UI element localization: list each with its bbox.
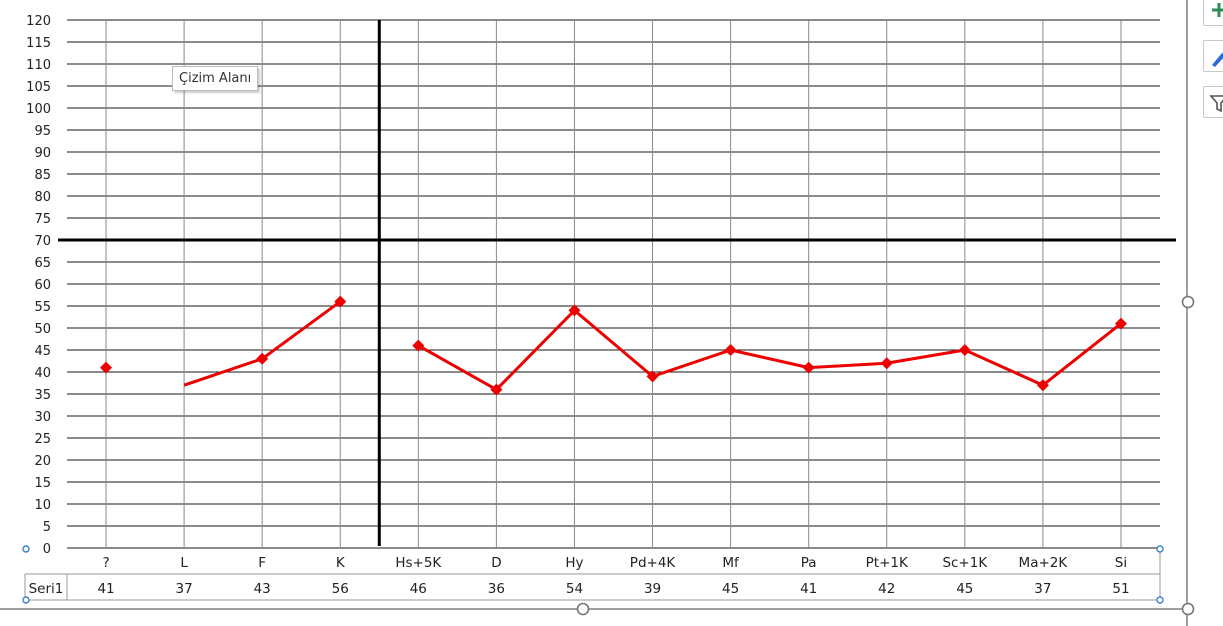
data-point-marker <box>1036 379 1049 392</box>
plot-handle-bottom-right <box>1156 545 1164 553</box>
plus-icon <box>1212 3 1223 17</box>
chart-frame <box>0 0 1195 626</box>
resize-handle-corner <box>1181 602 1195 616</box>
x-tick-label: Pd+4K <box>630 555 677 571</box>
y-tick-label: 75 <box>34 212 51 227</box>
data-point-marker <box>724 344 737 356</box>
x-tick-label: K <box>336 555 346 571</box>
x-tick-label: Pt+1K <box>866 555 909 571</box>
y-tick-label: 10 <box>34 498 51 513</box>
reference-lines <box>58 20 1176 546</box>
data-point-marker <box>412 339 425 352</box>
x-tick-label: D <box>491 555 501 571</box>
filter-icon <box>1209 95 1223 113</box>
table-value-cell: 41 <box>800 581 817 597</box>
y-tick-label: 60 <box>34 278 51 293</box>
data-point-marker <box>646 370 659 383</box>
y-tick-label: 30 <box>34 410 51 425</box>
table-handle-left <box>22 596 30 604</box>
y-tick-label: 105 <box>26 80 51 95</box>
x-tick-label: ? <box>102 555 109 571</box>
y-tick-label: 40 <box>34 366 51 381</box>
y-tick-label: 55 <box>34 300 51 315</box>
data-point-marker <box>100 361 113 374</box>
y-tick-label: 35 <box>34 388 51 403</box>
y-tick-label: 115 <box>26 36 51 51</box>
tooltip-plot-area: Çizim Alanı <box>172 66 259 91</box>
data-point-marker <box>568 304 581 317</box>
y-tick-label: 95 <box>34 124 51 139</box>
table-value-cell: 36 <box>488 581 505 597</box>
y-tick-label: 80 <box>34 190 51 205</box>
data-point-marker <box>958 344 971 356</box>
data-point-marker <box>880 357 893 370</box>
resize-handle-bottom <box>576 602 590 616</box>
data-point-marker <box>334 295 347 308</box>
table-value-cell: 43 <box>254 581 271 597</box>
table-handle-right <box>1156 596 1164 604</box>
resize-handle-right <box>1181 295 1195 309</box>
y-tick-label: 45 <box>34 344 51 359</box>
table-value-cell: 45 <box>956 581 973 597</box>
table-value-cell: 46 <box>410 581 427 597</box>
y-tick-label: 0 <box>43 542 51 557</box>
data-table: Seri1? 41 L 37 F 43 K 56 Hs+5K 46 D 36 Hy 54 Pd+4K 39 Mf… <box>24 548 1161 601</box>
y-tick-label: 50 <box>34 322 51 337</box>
plot-handle-bottom-left <box>22 545 30 553</box>
table-value-cell: 42 <box>878 581 895 597</box>
data-point-marker <box>1114 317 1127 330</box>
table-value-cell: 39 <box>644 581 661 597</box>
y-tick-label: 70 <box>34 234 51 249</box>
table-value-cell: 45 <box>722 581 739 597</box>
data-point-marker <box>490 383 503 396</box>
y-tick-label: 85 <box>34 168 51 183</box>
y-tick-label: 20 <box>34 454 51 469</box>
y-tick-label: 110 <box>26 58 51 73</box>
table-value-cell: 37 <box>176 581 193 597</box>
x-tick-label: F <box>258 555 266 571</box>
series-line-segment-2 <box>417 308 1122 392</box>
x-tick-label: Pa <box>801 555 817 571</box>
table-value-cell: 41 <box>97 581 114 597</box>
table-value-cell: 56 <box>332 581 349 597</box>
x-tick-label: Hs+5K <box>395 555 442 571</box>
table-value-cell: 51 <box>1112 581 1129 597</box>
data-point-marker <box>256 352 269 365</box>
x-tick-label: Hy <box>565 555 583 571</box>
x-tick-label: Ma+2K <box>1019 555 1069 571</box>
y-tick-label: 90 <box>34 146 51 161</box>
y-tick-label: 65 <box>34 256 51 271</box>
y-tick-label: 25 <box>34 432 51 447</box>
horizontal-gridlines <box>67 19 1160 549</box>
vertical-gridlines <box>105 20 1122 548</box>
chart-filters-button[interactable] <box>1203 86 1223 118</box>
y-tick-label: 100 <box>26 102 51 117</box>
table-value-cell: 54 <box>566 581 583 597</box>
x-tick-label: L <box>180 555 188 571</box>
x-tick-label: Mf <box>722 555 740 571</box>
brush-icon <box>1212 52 1223 67</box>
y-tick-label: 5 <box>43 520 51 535</box>
x-tick-label: Si <box>1115 555 1127 571</box>
data-point-marker <box>802 361 815 374</box>
table-row-label: Seri1 <box>29 581 64 597</box>
y-axis-tick-labels: 0 5 10 15 20 25 30 35 40 45 50 55 60 65 70 75 80 85 90 95 10… <box>26 14 51 557</box>
x-tick-label: Sc+1K <box>942 555 988 571</box>
series-seri1 <box>100 295 1127 396</box>
y-tick-label: 15 <box>34 476 51 491</box>
table-value-cell: 37 <box>1034 581 1051 597</box>
y-tick-label: 120 <box>26 14 51 29</box>
add-chart-element-button[interactable] <box>1203 0 1223 26</box>
chart-styles-button[interactable] <box>1203 40 1223 72</box>
